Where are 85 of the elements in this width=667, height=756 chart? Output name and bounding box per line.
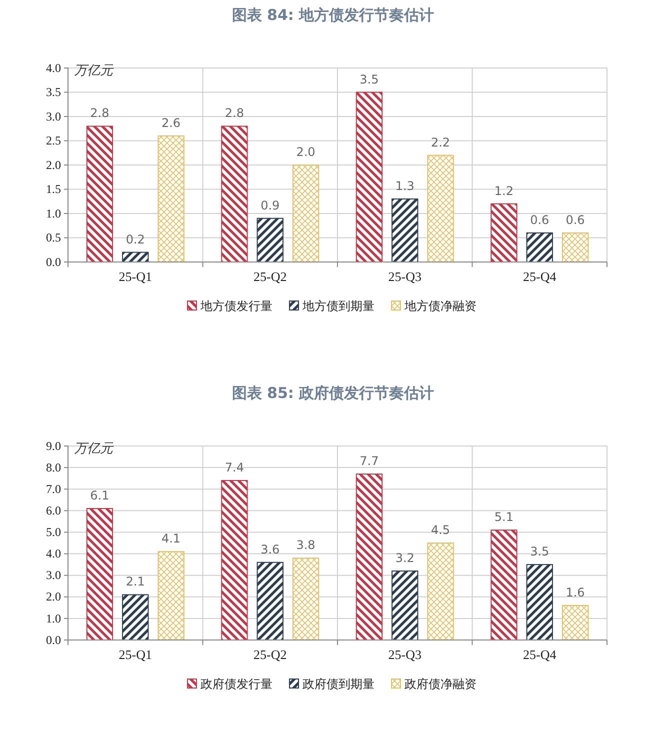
y-tick-label: 9.0 bbox=[46, 438, 61, 453]
bar bbox=[562, 232, 589, 262]
data-label: 3.5 bbox=[530, 544, 550, 559]
data-label: 7.4 bbox=[224, 460, 244, 474]
y-tick-label: 8.0 bbox=[46, 460, 61, 474]
bar bbox=[526, 564, 553, 640]
bar bbox=[158, 551, 184, 640]
data-label: 0.2 bbox=[126, 232, 145, 246]
y-tick-label: 7.0 bbox=[46, 482, 61, 496]
chart-title: 图表 85: 政府债发行节奏估计 bbox=[232, 384, 434, 402]
y-tick-label: 0.0 bbox=[46, 632, 61, 647]
data-label: 4.1 bbox=[161, 532, 181, 546]
bar bbox=[86, 126, 114, 262]
data-label: 1.2 bbox=[494, 184, 514, 198]
data-label: 1.3 bbox=[395, 178, 414, 193]
data-label: 1.6 bbox=[566, 586, 585, 600]
bar bbox=[392, 570, 418, 640]
data-label: 5.1 bbox=[494, 510, 514, 524]
legend-label: 政府债发行量 bbox=[200, 677, 272, 692]
y-tick-label: 4.0 bbox=[46, 60, 61, 75]
bar bbox=[490, 203, 518, 262]
data-label: 7.7 bbox=[360, 454, 379, 468]
y-tick-label: 3.0 bbox=[46, 568, 61, 582]
y-tick-label: 1.0 bbox=[46, 206, 61, 220]
data-label: 2.8 bbox=[224, 106, 244, 120]
bar bbox=[427, 154, 454, 262]
bar bbox=[221, 480, 248, 640]
x-tick-label: 25-Q1 bbox=[118, 647, 152, 662]
data-label: 3.5 bbox=[360, 72, 379, 86]
x-tick-label: 25-Q2 bbox=[254, 269, 287, 284]
y-tick-label: 0.0 bbox=[46, 254, 61, 269]
x-tick-label: 25-Q3 bbox=[388, 269, 422, 284]
bar bbox=[122, 594, 149, 640]
y-axis-title: 万亿元 bbox=[74, 442, 114, 457]
legend-label: 政府债净融资 bbox=[404, 677, 476, 692]
y-tick-label: 3.5 bbox=[46, 85, 61, 100]
bar bbox=[356, 92, 383, 262]
x-tick-label: 25-Q4 bbox=[523, 269, 557, 284]
legend-label: 地方债净融资 bbox=[404, 299, 476, 314]
data-label: 3.6 bbox=[260, 542, 280, 556]
bar bbox=[490, 530, 518, 640]
x-tick-label: 25-Q4 bbox=[523, 647, 557, 662]
data-label: 2.1 bbox=[126, 574, 145, 589]
bar bbox=[122, 252, 149, 262]
bar bbox=[526, 232, 553, 262]
bar bbox=[256, 562, 284, 640]
y-tick-label: 1.0 bbox=[46, 611, 61, 626]
x-tick-label: 25-Q3 bbox=[388, 647, 422, 662]
bar bbox=[86, 508, 114, 640]
bar bbox=[356, 474, 383, 640]
y-tick-label: 0.5 bbox=[46, 230, 61, 245]
y-tick-label: 6.0 bbox=[46, 504, 61, 518]
bar bbox=[292, 164, 320, 262]
data-label: 2.8 bbox=[90, 106, 110, 120]
data-label: 3.8 bbox=[296, 538, 316, 552]
data-label: 2.2 bbox=[430, 135, 450, 150]
data-label: 3.2 bbox=[395, 551, 414, 566]
y-tick-label: 5.0 bbox=[46, 525, 61, 540]
bar bbox=[221, 126, 248, 262]
data-label: 0.6 bbox=[566, 212, 585, 227]
legend-label: 地方债发行量 bbox=[200, 299, 272, 314]
chart-title: 图表 84: 地方债发行节奏估计 bbox=[232, 6, 434, 24]
bar bbox=[427, 542, 454, 640]
data-label: 4.5 bbox=[430, 523, 450, 537]
data-label: 0.9 bbox=[260, 198, 280, 212]
data-label: 2.6 bbox=[161, 116, 181, 130]
y-tick-label: 2.5 bbox=[46, 134, 61, 148]
data-label: 2.0 bbox=[296, 145, 316, 159]
y-tick-label: 1.5 bbox=[46, 182, 61, 196]
x-tick-label: 25-Q2 bbox=[254, 647, 287, 662]
bar bbox=[256, 218, 284, 262]
legend-label: 政府债到期量 bbox=[302, 677, 374, 692]
x-tick-label: 25-Q1 bbox=[118, 269, 152, 284]
bar bbox=[392, 198, 418, 262]
y-axis-title: 万亿元 bbox=[74, 64, 114, 79]
y-tick-label: 3.0 bbox=[46, 109, 61, 124]
y-tick-label: 2.0 bbox=[46, 158, 61, 172]
data-label: 6.1 bbox=[90, 488, 110, 503]
data-label: 0.6 bbox=[530, 212, 550, 227]
y-tick-label: 4.0 bbox=[46, 546, 61, 561]
bar bbox=[158, 135, 184, 262]
legend-label: 地方债到期量 bbox=[302, 299, 374, 314]
bar bbox=[562, 605, 589, 640]
bar bbox=[292, 558, 320, 640]
y-tick-label: 2.0 bbox=[46, 590, 61, 604]
